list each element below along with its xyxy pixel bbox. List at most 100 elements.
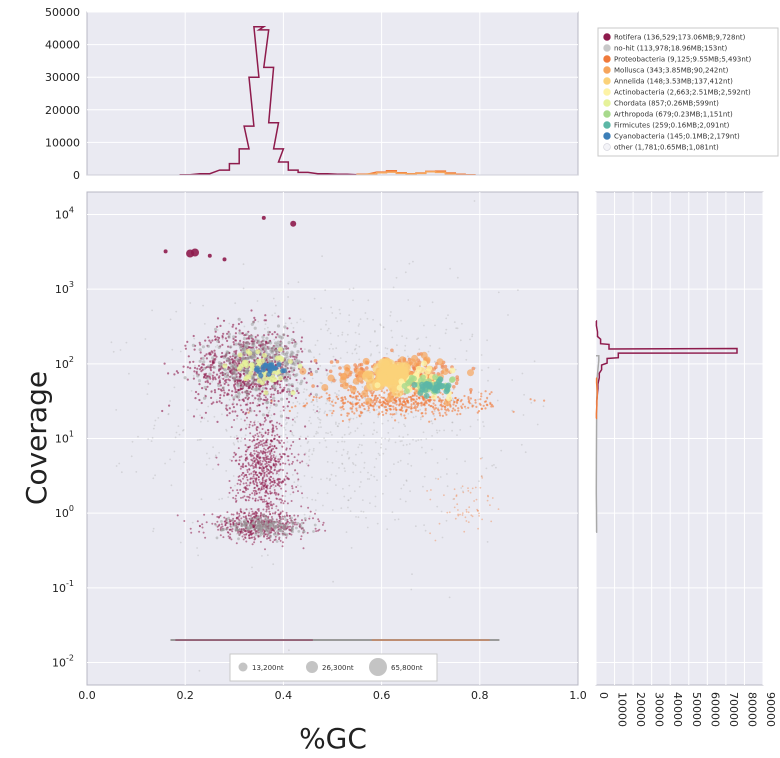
no-hit-point	[214, 454, 217, 457]
no-hit-point	[187, 409, 189, 412]
no-hit-point	[320, 478, 322, 481]
proteobacteria-point	[340, 406, 344, 409]
no-hit-point	[350, 547, 353, 549]
rotifera-point	[294, 469, 297, 472]
rotifera-point	[198, 398, 201, 402]
no-hit-point	[237, 377, 241, 381]
no-hit-point	[238, 331, 242, 335]
no-hit-point	[221, 413, 223, 416]
rotifera-point	[264, 463, 267, 466]
proteobacteria-point	[399, 408, 402, 411]
no-hit-point	[263, 446, 265, 448]
rotifera-point	[234, 520, 237, 522]
rotifera-point	[243, 383, 246, 386]
rotifera-point	[241, 535, 244, 538]
proteobacteria-point	[312, 395, 315, 399]
proteobacteria-point	[421, 395, 424, 398]
rotifera-point	[254, 335, 257, 339]
no-hit-point	[249, 524, 253, 528]
rotifera-point	[274, 363, 277, 366]
no-hit-point	[317, 432, 319, 434]
proteobacteria-point	[392, 408, 395, 411]
rotifera-point	[220, 526, 223, 529]
no-hit-point	[303, 388, 306, 390]
no-hit-point	[397, 421, 400, 424]
rotifera-point	[285, 536, 288, 539]
rotifera-point	[245, 450, 248, 453]
no-hit-point	[370, 474, 373, 477]
x-tick-label: 0.2	[176, 689, 194, 702]
proteobacteria-point	[371, 394, 374, 397]
no-hit-point	[420, 416, 422, 419]
no-hit-point	[424, 451, 427, 454]
rotifera-point	[273, 469, 276, 472]
legend-entry-label: other (1,781;0.65MB;1,081nt)	[614, 144, 719, 152]
rotifera-point	[258, 392, 261, 395]
proteobacteria-point	[369, 390, 372, 393]
no-hit-point	[326, 477, 328, 480]
no-hit-point	[169, 458, 172, 461]
proteobacteria-point	[463, 530, 466, 533]
rotifera-point	[209, 369, 213, 372]
proteobacteria-point	[477, 410, 481, 413]
no-hit-point	[266, 326, 269, 329]
proteobacteria-point	[331, 412, 334, 415]
no-hit-point	[314, 499, 317, 502]
no-hit-point	[224, 374, 228, 378]
proteobacteria-point	[438, 412, 441, 415]
no-hit-point	[146, 393, 149, 395]
proteobacteria-point	[308, 394, 311, 397]
no-hit-point	[299, 382, 303, 386]
rotifera-point	[263, 500, 266, 503]
rotifera-point	[281, 494, 284, 497]
no-hit-point	[262, 464, 265, 467]
rotifera-point	[211, 339, 214, 342]
no-hit-point	[327, 327, 330, 330]
rotifera-point	[270, 449, 273, 452]
no-hit-point	[421, 446, 423, 449]
rotifera-point	[269, 539, 272, 542]
rotifera-point	[276, 421, 278, 424]
no-hit-point	[423, 524, 425, 526]
rotifera-point	[290, 500, 293, 502]
rotifera-point	[295, 378, 298, 382]
rotifera-point	[275, 492, 278, 495]
rotifera-point	[269, 470, 272, 472]
rotifera-point	[275, 518, 278, 521]
rotifera-point	[199, 343, 202, 346]
no-hit-point	[470, 402, 473, 405]
no-hit-point	[424, 529, 427, 532]
rotifera-point	[269, 461, 272, 464]
rotifera-point	[240, 480, 242, 483]
rotifera-point	[216, 420, 219, 423]
no-hit-point	[328, 347, 331, 350]
no-hit-point	[284, 518, 288, 522]
rotifera-point	[200, 366, 203, 369]
proteobacteria-point	[411, 394, 414, 397]
no-hit-point	[259, 349, 263, 353]
rotifera-point	[248, 439, 251, 442]
no-hit-point	[229, 365, 234, 369]
no-hit-point	[327, 432, 329, 435]
no-hit-point	[273, 338, 276, 341]
rotifera-point	[278, 533, 281, 535]
rotifera-point	[258, 404, 261, 407]
rotifera-point	[297, 514, 299, 517]
rotifera-point	[288, 521, 291, 524]
no-hit-point	[462, 490, 464, 493]
proteobacteria-point	[332, 409, 335, 413]
proteobacteria-point	[459, 513, 461, 516]
no-hit-point	[268, 519, 272, 523]
rotifera-point	[272, 477, 275, 480]
rotifera-point	[226, 339, 229, 342]
rotifera-point	[307, 372, 310, 375]
proteobacteria-point	[445, 409, 448, 412]
rotifera-point	[259, 483, 262, 485]
no-hit-point	[206, 452, 208, 455]
rotifera-point	[290, 394, 293, 397]
proteobacteria-point	[455, 495, 458, 498]
rotifera-point	[251, 385, 254, 388]
no-hit-point	[264, 526, 268, 530]
no-hit-point	[326, 374, 328, 376]
rotifera-point	[235, 362, 238, 365]
